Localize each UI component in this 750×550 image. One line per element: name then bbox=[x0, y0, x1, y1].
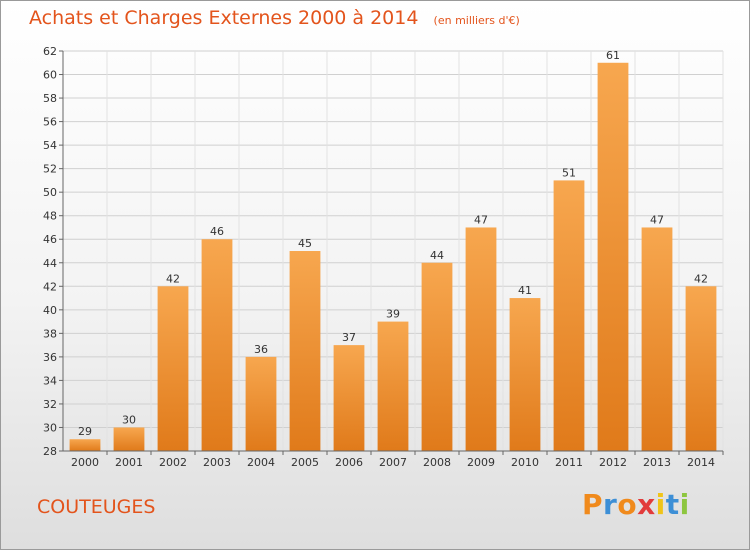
value-label: 42 bbox=[694, 272, 708, 285]
value-label: 47 bbox=[650, 213, 664, 226]
x-tick-label: 2000 bbox=[71, 456, 99, 469]
bar-2008 bbox=[421, 262, 453, 451]
bar-2013 bbox=[641, 227, 673, 451]
y-tick-label: 32 bbox=[43, 398, 57, 411]
title-text: Achats et Charges Externes 2000 à 2014 bbox=[29, 7, 419, 29]
y-tick-label: 34 bbox=[43, 374, 57, 387]
axes bbox=[59, 50, 724, 455]
x-tick-label: 2004 bbox=[247, 456, 275, 469]
bar-2002 bbox=[157, 286, 189, 451]
value-label: 30 bbox=[122, 413, 136, 426]
bar-2006 bbox=[333, 345, 365, 451]
value-label: 51 bbox=[562, 166, 576, 179]
y-tick-label: 52 bbox=[43, 163, 57, 176]
y-tick-label: 56 bbox=[43, 116, 57, 129]
value-label: 37 bbox=[342, 331, 356, 344]
y-tick-label: 46 bbox=[43, 233, 57, 246]
bar-2003 bbox=[201, 239, 233, 451]
y-tick-label: 58 bbox=[43, 92, 57, 105]
logo-letter: x bbox=[637, 488, 656, 521]
x-tick-label: 2008 bbox=[423, 456, 451, 469]
bar-2012 bbox=[597, 62, 629, 451]
y-tick-label: 54 bbox=[43, 139, 57, 152]
bar-2005 bbox=[289, 251, 321, 451]
chart-title: Achats et Charges Externes 2000 à 2014 (… bbox=[29, 7, 520, 29]
logo-letter: P bbox=[582, 488, 604, 521]
x-tick-label: 2006 bbox=[335, 456, 363, 469]
value-label: 29 bbox=[78, 425, 92, 438]
x-tick-label: 2013 bbox=[643, 456, 671, 469]
value-label: 45 bbox=[298, 237, 312, 250]
value-label: 39 bbox=[386, 308, 400, 321]
x-tick-label: 2012 bbox=[599, 456, 627, 469]
x-tick-label: 2009 bbox=[467, 456, 495, 469]
logo-letter: o bbox=[617, 488, 638, 521]
y-tick-label: 60 bbox=[43, 69, 57, 82]
y-tick-label: 30 bbox=[43, 421, 57, 434]
logo-letter: r bbox=[603, 488, 618, 521]
y-tick-label: 40 bbox=[43, 304, 57, 317]
logo-letter: t bbox=[665, 488, 680, 521]
x-tick-label: 2003 bbox=[203, 456, 231, 469]
y-tick-label: 42 bbox=[43, 280, 57, 293]
x-tick-label: 2001 bbox=[115, 456, 143, 469]
value-label: 61 bbox=[606, 49, 620, 62]
y-tick-label: 48 bbox=[43, 210, 57, 223]
bar-2010 bbox=[509, 298, 541, 451]
bar-2009 bbox=[465, 227, 497, 451]
logo-letter: i bbox=[655, 488, 666, 521]
x-tick-label: 2002 bbox=[159, 456, 187, 469]
commune-name: COUTEUGES bbox=[37, 496, 156, 518]
bars bbox=[69, 62, 717, 452]
y-tick-label: 50 bbox=[43, 186, 57, 199]
bar-2014 bbox=[685, 286, 717, 451]
y-tick-label: 36 bbox=[43, 351, 57, 364]
logo-letter: i bbox=[679, 488, 690, 521]
value-label: 42 bbox=[166, 272, 180, 285]
x-tick-label: 2011 bbox=[555, 456, 583, 469]
y-tick-label: 38 bbox=[43, 327, 57, 340]
bar-2001 bbox=[113, 427, 145, 451]
y-tick-label: 62 bbox=[43, 45, 57, 58]
x-tick-label: 2005 bbox=[291, 456, 319, 469]
bar-2000 bbox=[69, 439, 101, 451]
y-tick-label: 44 bbox=[43, 257, 57, 270]
x-tick-label: 2010 bbox=[511, 456, 539, 469]
value-label: 46 bbox=[210, 225, 224, 238]
bar-2007 bbox=[377, 321, 409, 451]
value-label: 36 bbox=[254, 343, 268, 356]
value-label: 44 bbox=[430, 249, 444, 262]
title-unit: (en milliers d'€) bbox=[433, 14, 520, 27]
x-tick-label: 2014 bbox=[687, 456, 715, 469]
proxiti-logo[interactable]: Proxiti bbox=[582, 488, 690, 521]
y-tick-label: 28 bbox=[43, 445, 57, 458]
bar-2011 bbox=[553, 180, 585, 452]
bar-2004 bbox=[245, 356, 277, 451]
labels: 28 30 32 34 36 38 40 42 44 46 48 50 52 54 56 58 60 62 29 20… bbox=[43, 45, 715, 469]
x-tick-label: 2007 bbox=[379, 456, 407, 469]
value-label: 47 bbox=[474, 213, 488, 226]
value-label: 41 bbox=[518, 284, 532, 297]
